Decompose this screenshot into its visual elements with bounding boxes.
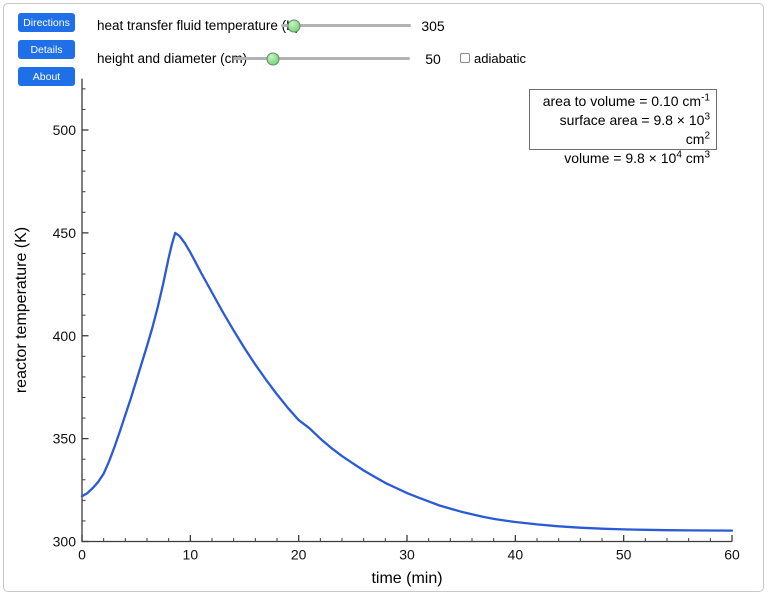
x-tick-label: 20 (291, 547, 307, 563)
y-tick-label: 450 (53, 225, 77, 241)
directions-button[interactable]: Directions (18, 13, 75, 32)
adiabatic-checkbox[interactable] (460, 53, 470, 63)
height-and-diameter-value: 50 (425, 51, 441, 67)
adiabatic-checkbox-label: adiabatic (474, 51, 527, 66)
heat-transfer-fluid-temperature-slider-track[interactable] (281, 19, 411, 32)
height-and-diameter-slider-thumb[interactable] (266, 52, 280, 65)
y-tick-label: 350 (53, 431, 77, 447)
x-tick-label: 30 (399, 547, 415, 563)
computed-value-line: surface area = 9.8 × 103 cm2 (559, 111, 710, 147)
y-tick-label: 400 (53, 328, 77, 344)
height-and-diameter-label: height and diameter (cm) (97, 51, 248, 66)
height-and-diameter-slider-track[interactable] (233, 52, 410, 65)
heat-transfer-fluid-temperature-value: 305 (421, 18, 445, 34)
reactor-temperature-curve (80, 231, 734, 532)
x-tick-label: 0 (78, 547, 86, 563)
x-axis-label: time (min) (371, 570, 442, 587)
y-tick-label: 500 (53, 122, 77, 138)
about-button[interactable]: About (18, 67, 75, 86)
computed-value-line: volume = 9.8 × 104 cm3 (564, 149, 710, 166)
computed-value-line: area to volume = 0.10 cm-1 (542, 92, 710, 109)
y-axis-label: reactor temperature (K) (13, 227, 30, 393)
x-tick-label: 10 (183, 547, 199, 563)
details-button[interactable]: Details (18, 40, 75, 59)
heat-transfer-fluid-temperature-label: heat transfer fluid temperature (K) (97, 18, 300, 33)
plot-axes (81, 78, 732, 543)
x-tick-label: 40 (508, 547, 524, 563)
x-tick-label: 60 (724, 547, 740, 563)
heat-transfer-fluid-temperature-slider-thumb[interactable] (287, 19, 301, 32)
y-tick-label: 300 (53, 534, 77, 550)
x-tick-label: 50 (616, 547, 632, 563)
computed-values-box: area to volume = 0.10 cm-1 surface area =… (529, 89, 717, 166)
